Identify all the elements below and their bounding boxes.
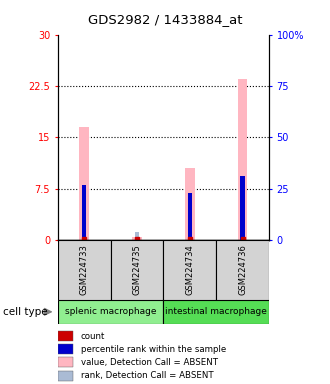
Bar [82, 185, 86, 240]
Bar [216, 240, 269, 300]
Bar [58, 344, 73, 354]
Text: splenic macrophage: splenic macrophage [65, 308, 156, 316]
Bar [58, 300, 163, 324]
Text: value, Detection Call = ABSENT: value, Detection Call = ABSENT [81, 358, 218, 367]
Bar [58, 240, 111, 300]
Text: rank, Detection Call = ABSENT: rank, Detection Call = ABSENT [81, 371, 214, 381]
Bar [58, 357, 73, 367]
Bar [135, 232, 139, 240]
Text: GSM224736: GSM224736 [238, 244, 247, 295]
Text: GSM224733: GSM224733 [80, 244, 89, 295]
Bar [163, 300, 269, 324]
Text: GSM224734: GSM224734 [185, 244, 194, 295]
Bar [188, 193, 192, 240]
Bar [58, 331, 73, 341]
Bar [111, 240, 163, 300]
Bar [185, 168, 194, 240]
Text: cell type: cell type [3, 307, 48, 317]
Text: count: count [81, 332, 105, 341]
Bar [80, 127, 89, 240]
Text: intestinal macrophage: intestinal macrophage [165, 308, 267, 316]
Text: GDS2982 / 1433884_at: GDS2982 / 1433884_at [88, 13, 242, 26]
Bar [163, 240, 216, 300]
Bar [58, 371, 73, 381]
Text: percentile rank within the sample: percentile rank within the sample [81, 345, 226, 354]
Bar [132, 237, 142, 240]
Bar [238, 79, 247, 240]
Bar [241, 176, 245, 240]
Text: GSM224735: GSM224735 [132, 244, 142, 295]
